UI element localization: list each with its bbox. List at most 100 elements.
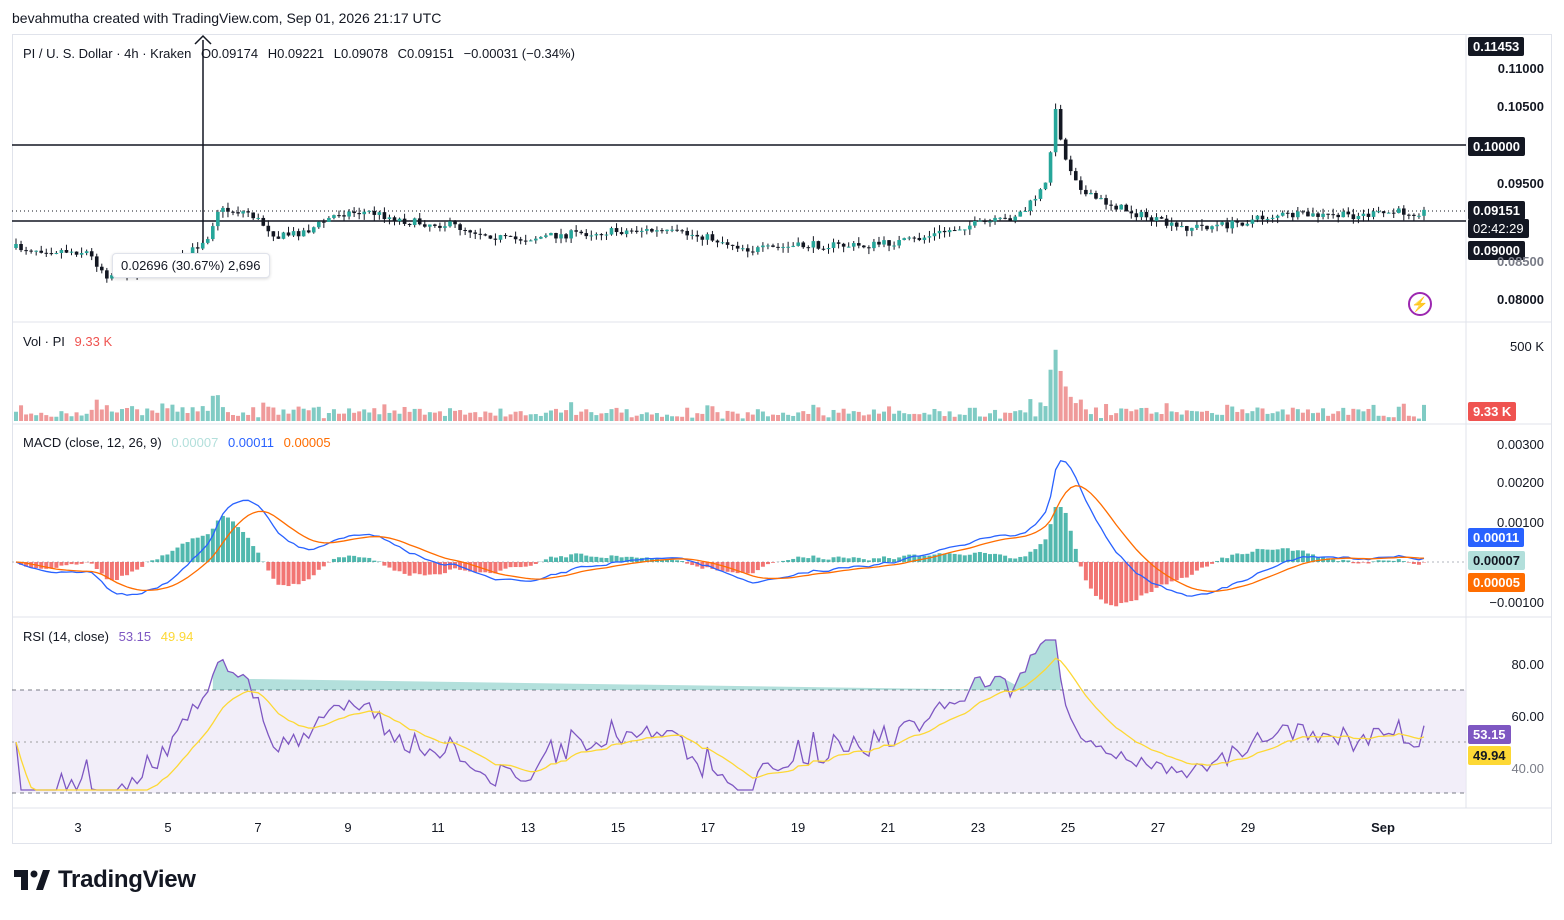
macd-histogram-bar: [715, 562, 720, 571]
macd-histogram-bar: [1316, 557, 1321, 562]
volume-bar: [902, 413, 907, 421]
volume-legend[interactable]: Vol · PI 9.33 K: [23, 334, 118, 349]
macd-histogram-bar: [1038, 544, 1043, 562]
macd-histogram-bar: [887, 558, 892, 562]
candle-body: [1346, 211, 1351, 215]
volume-bar: [1164, 403, 1169, 421]
candle-body: [241, 211, 245, 214]
macd-histogram-bar: [1235, 553, 1240, 562]
volume-bar: [821, 415, 826, 421]
volume-bar: [69, 416, 74, 421]
volume-bar: [1048, 369, 1053, 421]
candle-body: [1200, 224, 1204, 226]
candle-body: [39, 250, 44, 253]
volume-bar: [508, 414, 513, 421]
volume-bar: [407, 411, 412, 421]
volume-bar: [463, 414, 468, 421]
macd-histogram-bar: [796, 556, 801, 562]
volume-bar: [548, 410, 553, 421]
candle-body: [761, 245, 765, 248]
time-axis-label: 25: [1060, 820, 1076, 835]
volume-bar: [1073, 403, 1078, 421]
candle-body: [624, 230, 629, 235]
volume-bar: [659, 416, 664, 421]
volume-bar: [1416, 418, 1421, 421]
volume-bar: [1018, 410, 1023, 421]
macd-histogram-bar: [548, 556, 553, 562]
volume-bar: [417, 408, 422, 421]
volume-bar: [1109, 415, 1114, 421]
macd-histogram-bar: [94, 562, 99, 569]
candle-body: [49, 253, 54, 255]
macd-histogram-bar: [993, 553, 998, 562]
candle-body: [316, 221, 321, 228]
volume-bar: [64, 413, 69, 421]
time-axis-label: 5: [164, 820, 172, 835]
candle-body: [862, 245, 866, 248]
candle-body: [473, 232, 478, 234]
macd-histogram-bar: [801, 557, 806, 562]
macd-tag: 0.00011: [1468, 528, 1525, 547]
volume-bar: [887, 406, 892, 421]
macd-histogram-bar: [488, 562, 493, 574]
candle-body: [322, 221, 326, 223]
volume-bar: [1184, 410, 1189, 421]
macd-histogram-bar: [1063, 512, 1068, 562]
volume-bar: [1083, 409, 1088, 421]
macd-histogram-bar: [1023, 556, 1028, 562]
volume-bar: [670, 416, 675, 421]
tradingview-logo[interactable]: TradingView: [14, 866, 196, 894]
volume-bar: [982, 416, 987, 421]
volume-bar: [917, 414, 922, 421]
macd-histogram-bar: [1204, 562, 1209, 567]
macd-histogram-bar: [498, 562, 503, 571]
candle-body: [291, 231, 296, 236]
macd-histogram-bar: [806, 558, 811, 562]
candle-body: [453, 221, 457, 225]
macd-histogram-bar: [791, 558, 796, 562]
macd-histogram-bar: [533, 562, 538, 565]
candle-body: [498, 235, 503, 240]
candle-body: [342, 215, 346, 217]
candle-body: [205, 239, 210, 243]
candle-body: [195, 247, 200, 249]
candle-body: [740, 248, 745, 250]
volume-bar: [261, 402, 266, 421]
volume-bar: [1245, 413, 1250, 421]
volume-bar: [654, 413, 659, 421]
candle-body: [1311, 213, 1315, 217]
macd-histogram-bar: [826, 559, 831, 562]
macd-histogram-bar: [19, 562, 24, 565]
candle-body: [493, 238, 498, 240]
macd-histogram-bar: [967, 554, 972, 562]
candle-body: [1235, 220, 1240, 223]
candle-body: [1381, 211, 1386, 214]
volume-bar: [220, 407, 225, 421]
lightning-icon[interactable]: ⚡: [1408, 292, 1432, 316]
candle-body: [407, 223, 412, 226]
volume-axis-label: 500 K: [1510, 339, 1544, 354]
ohlc-close: C0.09151: [397, 46, 454, 61]
volume-bar: [155, 412, 160, 421]
candle-body: [912, 237, 917, 239]
candle-body: [715, 240, 720, 243]
volume-bar: [301, 408, 306, 421]
symbol-legend[interactable]: PI / U. S. Dollar · 4h · Kraken O0.09174…: [23, 46, 581, 61]
candlestick-series[interactable]: [14, 103, 1426, 283]
macd-histogram-bar: [594, 556, 599, 562]
volume-bar: [811, 404, 816, 421]
rsi-legend[interactable]: RSI (14, close) 53.15 49.94: [23, 629, 199, 644]
candle-body: [261, 217, 266, 226]
macd-legend[interactable]: MACD (close, 12, 26, 9) 0.00007 0.00011 …: [23, 435, 337, 450]
macd-histogram-bar: [1144, 562, 1149, 594]
macd-histogram-bar: [412, 562, 417, 574]
volume-bar: [1290, 407, 1295, 421]
macd-histogram-bar: [523, 562, 528, 567]
macd-histogram-bar: [1033, 549, 1038, 562]
volume-bar: [200, 406, 205, 421]
macd-histogram-bar: [175, 547, 180, 562]
volume-bar: [1406, 415, 1411, 421]
volume-bar: [281, 409, 286, 421]
volume-bar: [523, 415, 528, 421]
